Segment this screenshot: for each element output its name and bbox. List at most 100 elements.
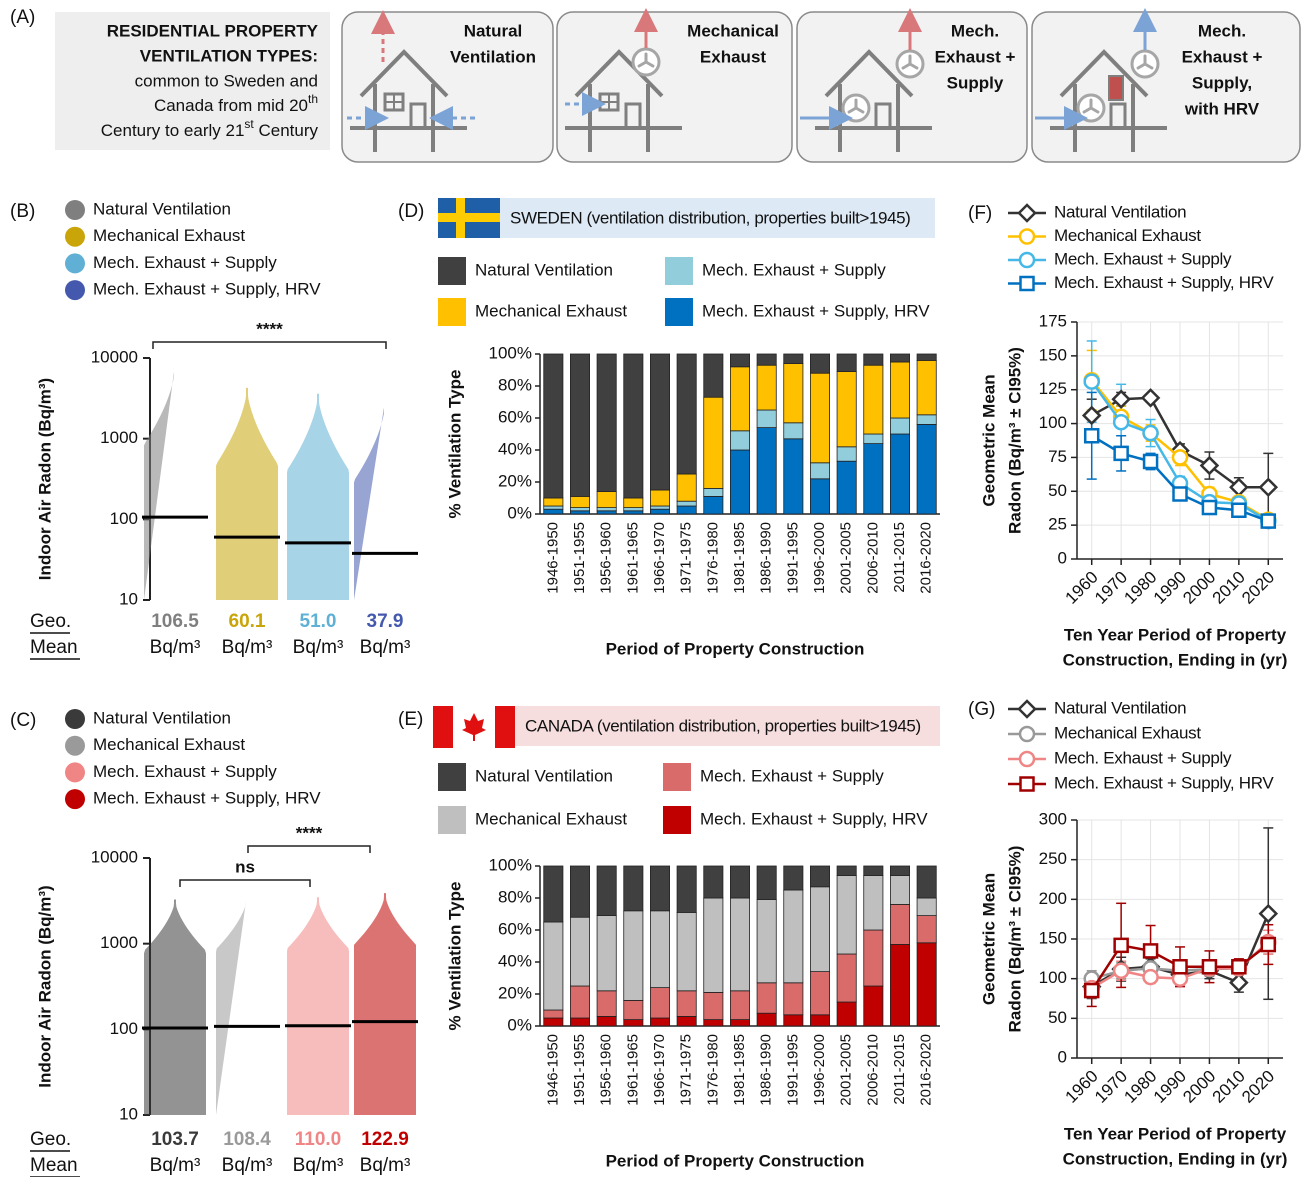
bar-segment <box>784 1015 803 1026</box>
y-tick-label: 40% <box>498 439 532 458</box>
bar-segment <box>784 890 803 983</box>
hrv-unit <box>1109 76 1123 100</box>
distribution-cloud <box>287 897 349 1115</box>
panel-label: (G) <box>968 699 995 720</box>
y-tick-label: 10000 <box>91 347 138 366</box>
bar-segment <box>810 463 829 479</box>
y-tick-label: 80% <box>498 375 532 394</box>
significance-label: **** <box>256 319 283 338</box>
bar-segment <box>810 354 829 373</box>
type-label: Supply, <box>1192 73 1252 92</box>
bar-segment <box>730 866 749 898</box>
bar-segment <box>570 986 589 1018</box>
legend-swatch <box>65 253 85 273</box>
bar-segment <box>917 898 936 916</box>
legend-label: Mech. Exhaust + Supply, HRV <box>1054 273 1274 292</box>
data-point <box>1173 450 1187 464</box>
y-tick-label: 175 <box>1039 311 1067 330</box>
bar-segment <box>677 991 696 1017</box>
bar-segment <box>704 354 723 397</box>
legend-swatch <box>665 257 693 285</box>
x-tick-label: 2006-2010 <box>864 522 881 594</box>
bar-segment <box>570 496 589 507</box>
legend-label: Mechanical Exhaust <box>93 226 245 245</box>
bar-segment <box>730 1020 749 1026</box>
y-tick-label: 150 <box>1039 928 1067 947</box>
legend-label: Mechanical Exhaust <box>1054 723 1201 742</box>
x-tick-label: 1971-1975 <box>678 1034 695 1106</box>
bar-segment <box>890 362 909 418</box>
panel-label: (D) <box>398 201 424 222</box>
x-tick-label: 1991-1995 <box>784 522 801 594</box>
bar-segment <box>730 367 749 431</box>
bar-segment <box>784 439 803 514</box>
bar-segment <box>570 511 589 514</box>
bar-segment <box>677 506 696 514</box>
significance-label: ns <box>235 857 255 876</box>
bar-segment <box>597 866 616 916</box>
banner-text: CANADA (ventilation distribution, proper… <box>525 716 921 735</box>
bar-segment <box>624 498 643 508</box>
bar-segment <box>890 354 909 362</box>
y-tick-label: 60% <box>498 407 532 426</box>
bar-segment <box>890 866 909 876</box>
legend-marker <box>1021 277 1034 290</box>
bar-segment <box>650 988 669 1018</box>
unit-label: Bq/m³ <box>293 637 344 658</box>
bar-segment <box>544 354 563 498</box>
bar-segment <box>650 1018 669 1026</box>
x-tick-label: 2011-2015 <box>891 522 908 593</box>
legend-label: Mechanical Exhaust <box>93 735 245 754</box>
bar-segment <box>570 917 589 986</box>
geo-mean-value: 103.7 <box>151 1129 199 1150</box>
x-axis-label: Period of Property Construction <box>606 1151 865 1170</box>
legend-swatch <box>438 298 466 326</box>
bar-segment <box>810 479 829 514</box>
x-axis-label: Construction, Ending in (yr) <box>1063 1149 1288 1168</box>
legend-swatch <box>65 762 85 782</box>
x-tick-label: 1981-1985 <box>731 522 748 594</box>
panel-label: (F) <box>968 203 992 224</box>
legend-marker <box>1021 778 1034 791</box>
significance-bracket <box>248 846 370 853</box>
intro-text: Century <box>254 121 319 140</box>
data-point <box>1260 906 1276 922</box>
bar-segment <box>544 922 563 1010</box>
x-tick-label: 1990 <box>1150 1067 1190 1107</box>
data-point <box>1144 944 1157 957</box>
bar-segment <box>784 983 803 1015</box>
legend-marker <box>1020 253 1034 267</box>
x-tick-label: 2001-2005 <box>838 522 855 594</box>
legend-label: Mech. Exhaust + Supply, HRV <box>93 280 321 299</box>
x-tick-label: 1980 <box>1120 1067 1160 1107</box>
x-tick-label: 1990 <box>1150 568 1190 608</box>
y-axis-label: Geometric Mean <box>979 873 998 1005</box>
distribution-cloud <box>144 372 174 600</box>
legend-label: Natural Ventilation <box>93 199 231 218</box>
bar-segment <box>597 916 616 991</box>
bar-segment <box>757 900 776 983</box>
y-tick-label: 0% <box>507 1015 532 1034</box>
legend-marker <box>1020 752 1034 766</box>
x-axis-label: Construction, Ending in (yr) <box>1063 650 1288 669</box>
legend-swatch <box>663 806 691 834</box>
legend-swatch <box>438 257 466 285</box>
bar-segment <box>757 1013 776 1026</box>
intro-heading: RESIDENTIAL PROPERTY <box>107 21 319 40</box>
unit-label: Bq/m³ <box>293 1155 344 1176</box>
legend-label: Natural Ventilation <box>1054 698 1186 717</box>
x-tick-label: 2001-2005 <box>838 1034 855 1106</box>
x-tick-label: 1960 <box>1062 568 1102 608</box>
geo-mean-value: 110.0 <box>295 1129 342 1150</box>
bar-segment <box>570 508 589 511</box>
bar-segment <box>757 428 776 514</box>
legend-marker <box>1020 727 1034 741</box>
bar-segment <box>730 431 749 450</box>
bar-segment <box>730 450 749 514</box>
data-point <box>1144 426 1158 440</box>
bar-segment <box>864 986 883 1026</box>
y-axis-label: Radon (Bq/m³ ± CI95%) <box>1005 347 1024 534</box>
bar-segment <box>704 1020 723 1026</box>
bar-segment <box>810 887 829 972</box>
legend-swatch <box>65 736 85 756</box>
